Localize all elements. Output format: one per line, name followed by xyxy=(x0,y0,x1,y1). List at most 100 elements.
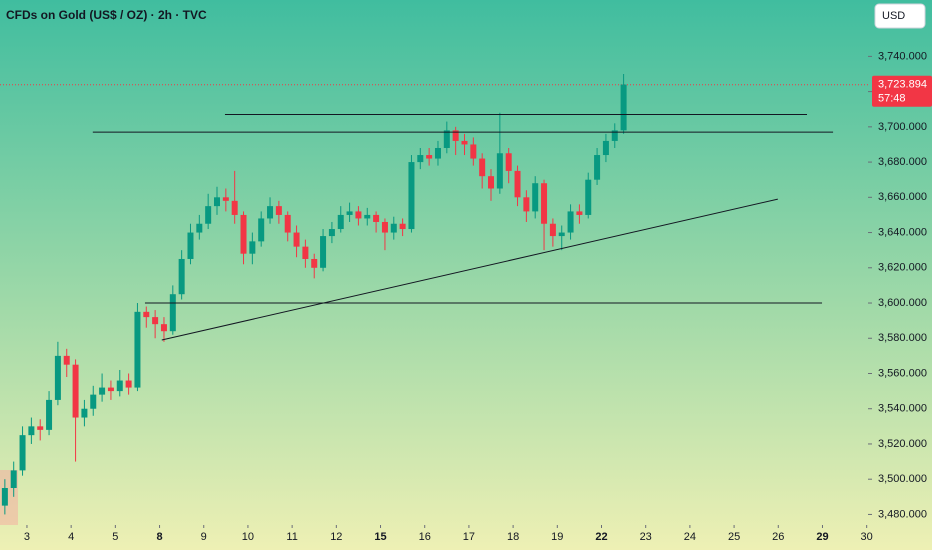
candle-body xyxy=(434,147,441,159)
x-tick-label: 24 xyxy=(684,531,696,543)
candle-body xyxy=(443,130,450,148)
x-tick-label: 12 xyxy=(330,531,342,543)
x-tick-label: 10 xyxy=(242,531,254,543)
plot xyxy=(0,73,868,515)
candle-body xyxy=(187,232,194,259)
y-tick-label: 3,660.000 xyxy=(878,191,927,203)
x-tick-label: 16 xyxy=(419,531,431,543)
x-tick-label: 17 xyxy=(463,531,475,543)
candle-body xyxy=(28,426,35,436)
candle-body xyxy=(496,153,503,189)
candle-body xyxy=(320,236,327,268)
candle-body xyxy=(328,229,335,237)
x-tick-label: 19 xyxy=(551,531,563,543)
chart-title: CFDs on Gold (US$ / OZ) · 2h · TVC xyxy=(6,8,207,22)
x-tick-label: 23 xyxy=(640,531,652,543)
candle-body xyxy=(364,214,371,219)
candle-body xyxy=(514,170,521,198)
candle-body xyxy=(63,355,70,365)
trend-line xyxy=(161,198,778,341)
y-tick-label: 3,700.000 xyxy=(878,121,927,133)
candle-body xyxy=(46,399,53,430)
countdown-label: 57:48 xyxy=(878,93,906,105)
y-tick-label: 3,600.000 xyxy=(878,297,927,309)
candle-body xyxy=(116,380,123,392)
candle-body xyxy=(275,206,282,215)
candle-body xyxy=(390,223,397,233)
y-tick-label: 3,520.000 xyxy=(878,438,927,450)
y-tick-label: 3,620.000 xyxy=(878,262,927,274)
x-tick-label: 8 xyxy=(156,531,162,543)
candle-body xyxy=(72,364,79,418)
candle-body xyxy=(99,387,106,395)
candle-body xyxy=(267,206,274,219)
candle-body xyxy=(620,84,627,131)
y-tick-label: 3,680.000 xyxy=(878,156,927,168)
candle-body xyxy=(284,214,291,233)
y-tick-label: 3,740.000 xyxy=(878,50,927,62)
x-tick-label: 18 xyxy=(507,531,519,543)
candle-body xyxy=(602,140,609,156)
candle-body xyxy=(355,211,362,219)
x-tick-label: 30 xyxy=(861,531,873,543)
candle-body xyxy=(231,200,238,215)
candle-body xyxy=(426,155,433,159)
candle-body xyxy=(205,206,212,224)
candle-body xyxy=(160,324,167,332)
candle-body xyxy=(337,214,344,230)
candle-body xyxy=(90,394,97,409)
candle-body xyxy=(302,246,309,259)
candle-body xyxy=(479,158,486,177)
candle-body xyxy=(346,211,353,215)
candle-body xyxy=(81,408,88,418)
candle-body xyxy=(381,221,388,233)
candle-body xyxy=(417,155,424,163)
candle-body xyxy=(311,258,318,268)
x-tick-label: 4 xyxy=(68,531,74,543)
x-tick-label: 22 xyxy=(595,531,607,543)
last-price-box xyxy=(872,75,932,107)
candle-body xyxy=(452,130,459,141)
candle-body xyxy=(125,380,132,388)
candle-body xyxy=(249,241,256,254)
candle-body xyxy=(258,218,265,242)
candle-body xyxy=(541,183,548,224)
candle-body xyxy=(470,144,477,159)
candle-body xyxy=(488,176,495,189)
candle-body xyxy=(214,197,220,207)
currency-label[interactable]: USD xyxy=(882,10,905,22)
candle-body xyxy=(576,211,583,215)
candle-body xyxy=(567,211,574,233)
candle-body xyxy=(505,153,512,171)
candle-body xyxy=(532,183,539,212)
y-tick-label: 3,560.000 xyxy=(878,367,927,379)
candle-body xyxy=(222,197,229,201)
y-tick-label: 3,500.000 xyxy=(878,473,927,485)
candle-body xyxy=(152,317,159,325)
candle-body xyxy=(549,223,556,237)
candle-body xyxy=(1,488,8,506)
candle-body xyxy=(594,155,601,180)
y-tick-label: 3,540.000 xyxy=(878,403,927,415)
y-tick-label: 3,580.000 xyxy=(878,332,927,344)
candle-body xyxy=(611,130,618,141)
x-tick-label: 9 xyxy=(201,531,207,543)
candle-body xyxy=(134,311,141,388)
x-tick-label: 11 xyxy=(286,531,297,543)
y-tick-label: 3,640.000 xyxy=(878,226,927,238)
candle-body xyxy=(523,197,530,212)
candle-body xyxy=(107,387,114,392)
y-tick-label: 3,480.000 xyxy=(878,508,927,520)
candle-body xyxy=(19,435,26,471)
candle-body xyxy=(293,232,300,247)
x-tick-label: 26 xyxy=(772,531,784,543)
candle-body xyxy=(373,214,380,222)
candle-body xyxy=(178,258,185,295)
candle-body xyxy=(461,140,468,145)
currency-button[interactable] xyxy=(874,3,926,29)
last-price-label: 3,723.894 xyxy=(878,79,927,91)
candle-body xyxy=(37,426,44,430)
x-tick-label: 25 xyxy=(728,531,740,543)
